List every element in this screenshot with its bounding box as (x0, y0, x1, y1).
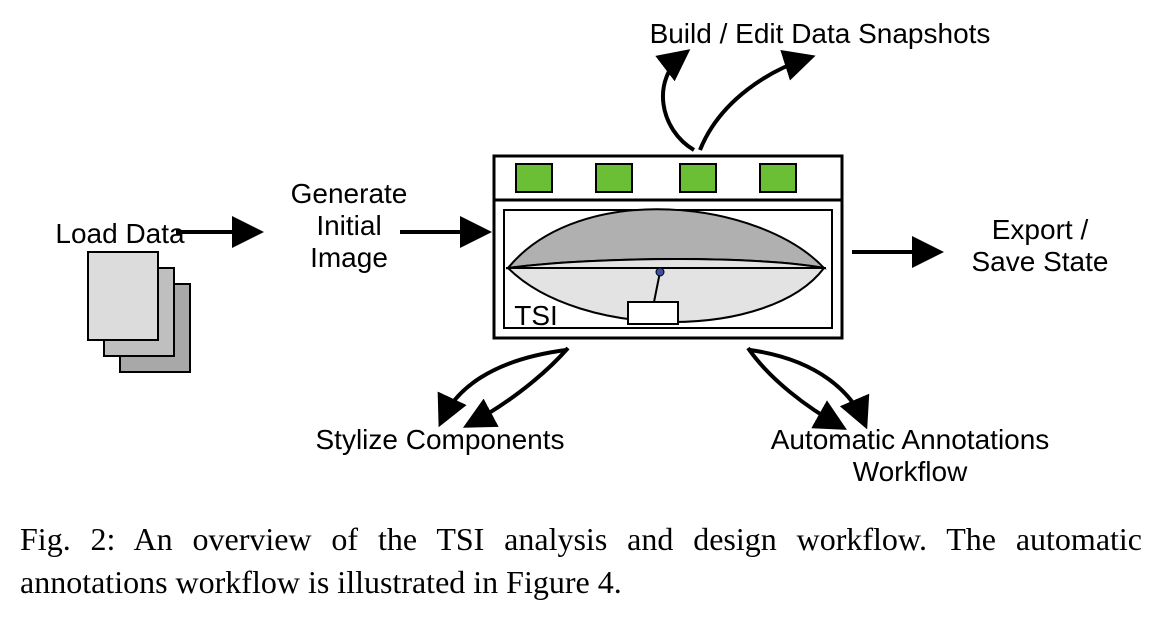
document-icon (88, 252, 158, 340)
label-load-data: Load Data (40, 218, 200, 250)
label-build-edit: Build / Edit Data Snapshots (620, 18, 1020, 50)
label-stylize: Stylize Components (290, 424, 590, 456)
arrow-annotations-b (750, 350, 864, 422)
label-export: Export / Save State (940, 214, 1140, 278)
arrow-snapshots-a (700, 58, 808, 150)
diagram-canvas: Load Data Generate Initial Image Build /… (0, 0, 1162, 629)
snapshot-icon (516, 164, 552, 192)
label-auto-ann: Automatic Annotations Workflow (730, 424, 1090, 488)
label-tsi: TSI (506, 300, 566, 332)
snapshot-icon (680, 164, 716, 192)
snapshot-icon (760, 164, 796, 192)
label-gen-initial: Generate Initial Image (264, 178, 434, 275)
arrow-snapshots-b (663, 54, 694, 150)
arrow-stylize-b (442, 350, 566, 420)
annotation-dot (656, 268, 664, 276)
figure-caption: Fig. 2: An overview of the TSI analysis … (20, 518, 1142, 604)
annotation-box (628, 302, 678, 324)
snapshot-icon (596, 164, 632, 192)
